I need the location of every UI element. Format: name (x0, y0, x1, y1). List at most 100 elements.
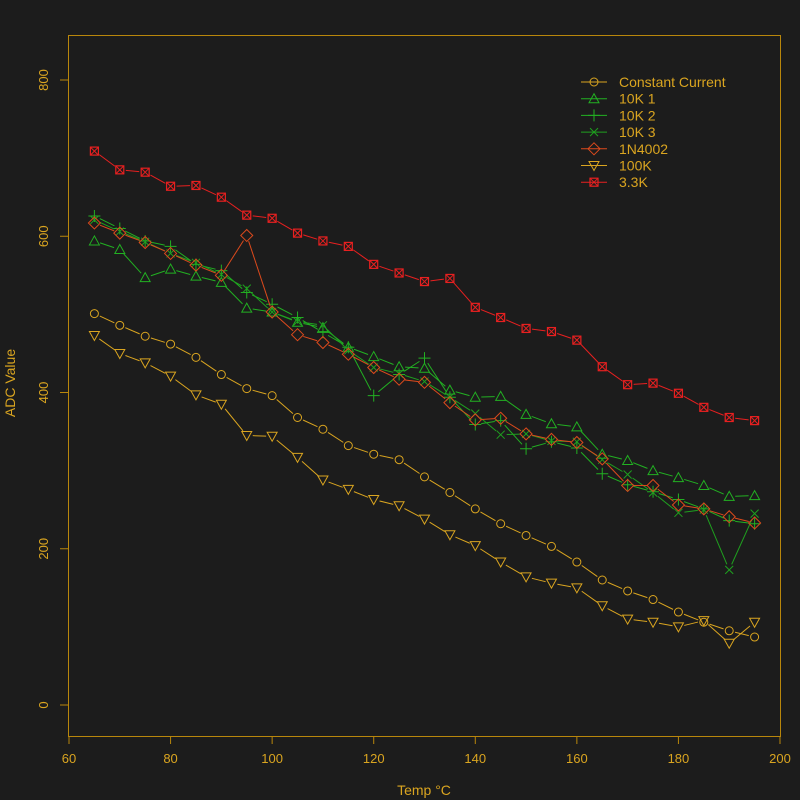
series-line-segment (379, 358, 394, 365)
series-line-segment (734, 517, 749, 523)
data-point (544, 432, 559, 447)
series-line-segment (353, 447, 369, 453)
series-line-segment (302, 419, 318, 428)
series-line-segment (633, 485, 648, 491)
data-point (367, 389, 380, 402)
data-point (647, 464, 659, 476)
data-point (572, 335, 582, 345)
data-point (164, 371, 177, 383)
data-point (596, 448, 609, 459)
data-point (216, 370, 226, 380)
data-point (190, 270, 202, 281)
data-point (546, 541, 556, 551)
series-line-segment (124, 230, 141, 239)
data-point (267, 391, 277, 401)
series-line-segment (201, 277, 216, 282)
series-line-segment (705, 515, 728, 565)
series-line-segment (403, 462, 420, 474)
data-point (292, 228, 303, 238)
series-line-segment (455, 536, 470, 544)
legend-label: 10K 1 (619, 91, 656, 107)
series-line-segment (454, 405, 471, 417)
series-line-segment (731, 518, 753, 565)
series-line-segment (430, 278, 444, 282)
series-line-segment (99, 242, 115, 249)
series-line-segment (427, 362, 448, 393)
data-point (267, 213, 277, 223)
legend-marker (588, 161, 600, 172)
data-point (369, 259, 379, 269)
series-line-segment (607, 455, 622, 460)
data-point (623, 380, 633, 390)
series-line-segment (581, 565, 598, 577)
data-point (723, 490, 736, 501)
series-line-segment (125, 355, 140, 362)
data-point (469, 418, 482, 431)
data-point (240, 228, 254, 243)
x-tick-label: 180 (668, 751, 690, 766)
data-point (293, 317, 302, 326)
data-point (417, 375, 432, 390)
data-point (89, 309, 99, 319)
data-point (293, 413, 303, 422)
data-point (647, 617, 659, 629)
legend-item: 100K (581, 158, 652, 174)
series-line-segment (352, 249, 370, 262)
series-line-segment (252, 215, 267, 219)
series-line-segment (404, 274, 419, 281)
series-line-segment (276, 439, 294, 454)
x-tick-label: 100 (261, 751, 283, 766)
data-point (750, 632, 760, 642)
series-line-segment (150, 174, 166, 184)
series-line-segment (379, 265, 394, 272)
series-line-segment (633, 382, 648, 385)
series-line-segment (556, 333, 572, 339)
series-line-segment (303, 321, 318, 325)
data-point (621, 478, 634, 491)
series-line-segment (429, 479, 446, 490)
data-point (115, 320, 125, 330)
legend-label: 10K 3 (619, 124, 656, 140)
series-line-segment (326, 329, 345, 347)
series-line-segment (580, 430, 599, 451)
data-point (547, 436, 556, 446)
series-line-segment (99, 218, 115, 227)
data-point (648, 488, 658, 497)
series-line-segment (175, 249, 192, 262)
data-point (316, 335, 330, 350)
legend-item: 1N4002 (581, 141, 668, 157)
data-point (394, 268, 404, 278)
series-line-segment (201, 396, 216, 403)
series-line-segment (428, 371, 446, 387)
data-point (139, 271, 152, 283)
series-line-segment (226, 377, 242, 387)
series-line-segment (606, 369, 624, 382)
legend-label: 1N4002 (619, 141, 668, 157)
series-line-segment (175, 379, 192, 392)
series-line-segment (684, 621, 699, 626)
series-line-segment (581, 445, 598, 457)
data-point (671, 498, 686, 512)
data-point (419, 276, 430, 287)
data-point (215, 399, 228, 411)
data-point (673, 607, 683, 617)
y-tick-label: 800 (36, 69, 51, 91)
data-point (191, 352, 201, 362)
data-point (699, 402, 709, 412)
data-point (443, 395, 457, 410)
data-point (190, 390, 202, 401)
data-point (240, 430, 253, 442)
series-line-segment (302, 320, 319, 330)
data-point (648, 378, 658, 388)
data-point (520, 408, 532, 419)
series-3-3k (89, 146, 760, 426)
y-tick-label: 400 (36, 382, 51, 404)
data-point (191, 258, 201, 268)
data-point (215, 276, 228, 287)
series-line-segment (505, 399, 522, 412)
data-point (469, 541, 482, 552)
data-point (723, 638, 736, 650)
series-line-segment (658, 471, 673, 477)
x-tick-label: 60 (62, 751, 76, 766)
